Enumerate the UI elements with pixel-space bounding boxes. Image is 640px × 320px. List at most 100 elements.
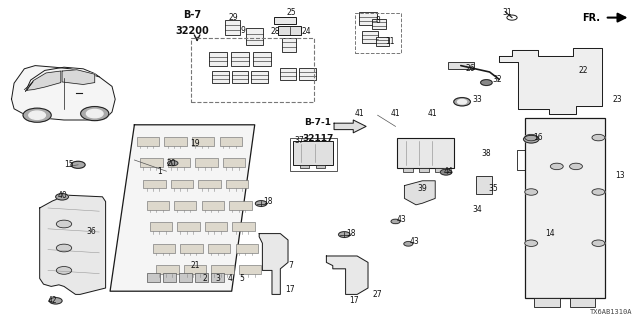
Bar (164, 137, 187, 146)
Circle shape (440, 169, 452, 175)
Circle shape (550, 163, 563, 170)
Circle shape (81, 107, 109, 121)
Text: 15: 15 (64, 160, 74, 169)
Bar (156, 265, 179, 274)
Circle shape (525, 240, 538, 246)
Text: 9: 9 (241, 26, 246, 35)
Bar (198, 180, 221, 188)
Circle shape (524, 135, 539, 143)
Circle shape (49, 298, 62, 304)
Text: B-7-1: B-7-1 (305, 118, 332, 127)
Text: 23: 23 (612, 95, 623, 104)
Text: 11: 11 (386, 37, 395, 46)
Bar (168, 158, 190, 167)
Circle shape (458, 100, 467, 104)
Bar (208, 244, 230, 253)
Text: 29: 29 (228, 13, 239, 22)
Text: 18: 18 (263, 197, 272, 206)
Circle shape (168, 161, 178, 166)
Text: 26: 26 (465, 64, 476, 73)
Bar (177, 222, 200, 231)
Polygon shape (259, 234, 288, 294)
Text: 25: 25 (286, 8, 296, 17)
Polygon shape (110, 125, 255, 291)
Circle shape (56, 267, 72, 274)
Bar (316, 165, 325, 168)
Circle shape (525, 189, 538, 195)
Bar (225, 20, 240, 35)
Bar (570, 298, 595, 307)
Text: 34: 34 (472, 205, 482, 214)
Bar (280, 68, 296, 80)
Bar (191, 38, 314, 102)
Bar (232, 71, 248, 83)
Bar (397, 138, 454, 168)
Bar (290, 138, 337, 171)
Polygon shape (499, 48, 602, 114)
Bar (195, 273, 208, 282)
Text: 32117: 32117 (302, 134, 334, 143)
Text: 39: 39 (417, 184, 428, 193)
Text: 3: 3 (215, 274, 220, 283)
Polygon shape (62, 70, 95, 84)
Text: 43: 43 (396, 215, 406, 224)
Text: 35: 35 (488, 184, 498, 193)
Text: 32200: 32200 (175, 26, 209, 36)
Circle shape (255, 201, 267, 206)
Bar (355, 13, 401, 53)
Bar (192, 137, 214, 146)
Text: 8: 8 (375, 16, 380, 25)
Text: 32: 32 (492, 76, 502, 84)
Text: 20: 20 (166, 159, 177, 168)
Bar (253, 52, 271, 66)
Text: 38: 38 (481, 149, 492, 158)
Bar (293, 141, 333, 165)
Polygon shape (12, 66, 115, 120)
Bar (209, 52, 227, 66)
Text: B-7: B-7 (183, 10, 201, 20)
Text: 44: 44 (443, 167, 453, 176)
Text: 19: 19 (190, 140, 200, 148)
Text: 41: 41 (390, 109, 401, 118)
Text: 28: 28 (271, 28, 280, 36)
Text: 33: 33 (472, 95, 482, 104)
Bar (147, 273, 160, 282)
Text: 4: 4 (228, 274, 233, 283)
Bar (236, 244, 258, 253)
Polygon shape (326, 256, 368, 294)
Bar (282, 38, 296, 52)
Bar (251, 71, 268, 83)
Circle shape (404, 242, 413, 246)
Text: 16: 16 (532, 133, 543, 142)
Bar (171, 180, 193, 188)
Bar (403, 168, 413, 172)
Bar (163, 273, 176, 282)
Bar (232, 222, 255, 231)
Text: 2: 2 (202, 274, 207, 283)
Circle shape (525, 134, 538, 141)
Text: 24: 24 (301, 28, 311, 36)
Bar (212, 71, 229, 83)
Bar (376, 37, 389, 46)
Text: 5: 5 (239, 274, 244, 283)
Circle shape (592, 189, 605, 195)
Text: 7: 7 (289, 261, 294, 270)
Circle shape (71, 161, 85, 168)
Text: 17: 17 (285, 285, 295, 294)
Text: 1: 1 (157, 167, 163, 176)
Circle shape (570, 163, 582, 170)
Circle shape (339, 232, 350, 237)
Polygon shape (40, 195, 106, 294)
Bar (223, 158, 245, 167)
Bar (359, 12, 377, 25)
Bar (419, 168, 429, 172)
Bar (137, 137, 159, 146)
Polygon shape (27, 71, 61, 90)
Bar (205, 222, 227, 231)
Bar (534, 298, 560, 307)
Text: 17: 17 (349, 296, 359, 305)
Bar (435, 168, 445, 172)
Circle shape (29, 111, 45, 119)
Circle shape (56, 244, 72, 252)
Circle shape (454, 98, 470, 106)
